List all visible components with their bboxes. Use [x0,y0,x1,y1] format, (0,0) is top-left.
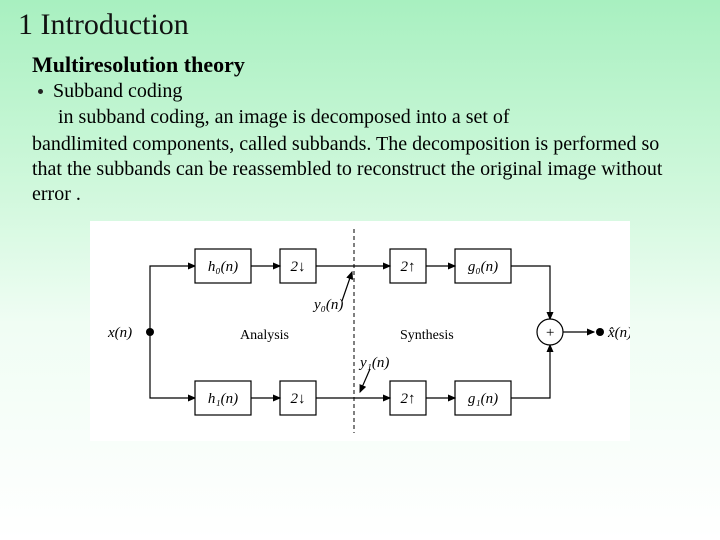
block-label-d1: 2↓ [291,391,306,407]
wire-in-bot [150,332,195,398]
block-label-g0: g₀(n) [468,259,498,275]
bullet-label: Subband coding [53,80,182,103]
block-label-h1: h₁(n) [208,391,238,407]
block-label-g1: g₁(n) [468,391,498,407]
wire-in-top [150,266,195,332]
analysis-label: Analysis [240,328,289,343]
block-label-u1: 2↑ [401,391,416,407]
y1-label: y₁(n) [358,355,389,371]
y1-pointer [360,369,370,392]
bullet-item: Subband coding [32,80,702,103]
y0-pointer [342,272,352,301]
wire-g1-add [511,345,550,398]
section-subtitle: Multiresolution theory [32,52,702,78]
body-line-1: in subband coding, an image is decompose… [32,105,692,130]
slide-title: 1 Introduction [18,8,702,42]
body-line-2: bandlimited components, called subbands.… [32,132,692,207]
block-label-h0: h₀(n) [208,259,238,275]
adder-label: + [545,325,555,341]
bullet-icon [38,89,43,94]
block-label-u0: 2↑ [401,259,416,275]
block-label-d0: 2↓ [291,259,306,275]
output-node [596,328,604,336]
output-label: x̂(n) [607,325,630,341]
synthesis-label: Synthesis [400,328,454,343]
wire-g0-add [511,266,550,319]
diagram-svg: x(n) h₀(n) 2↓ 2↑ g₀(n) h₁(n) 2↓ 2↑ g₁(n) y₀(n) y₁(… [90,221,630,441]
y0-label: y₀(n) [312,297,343,313]
input-label: x(n) [107,325,132,341]
subband-diagram: x(n) h₀(n) 2↓ 2↑ g₀(n) h₁(n) 2↓ 2↑ g₁(n) y₀(n) y₁(… [90,221,630,441]
